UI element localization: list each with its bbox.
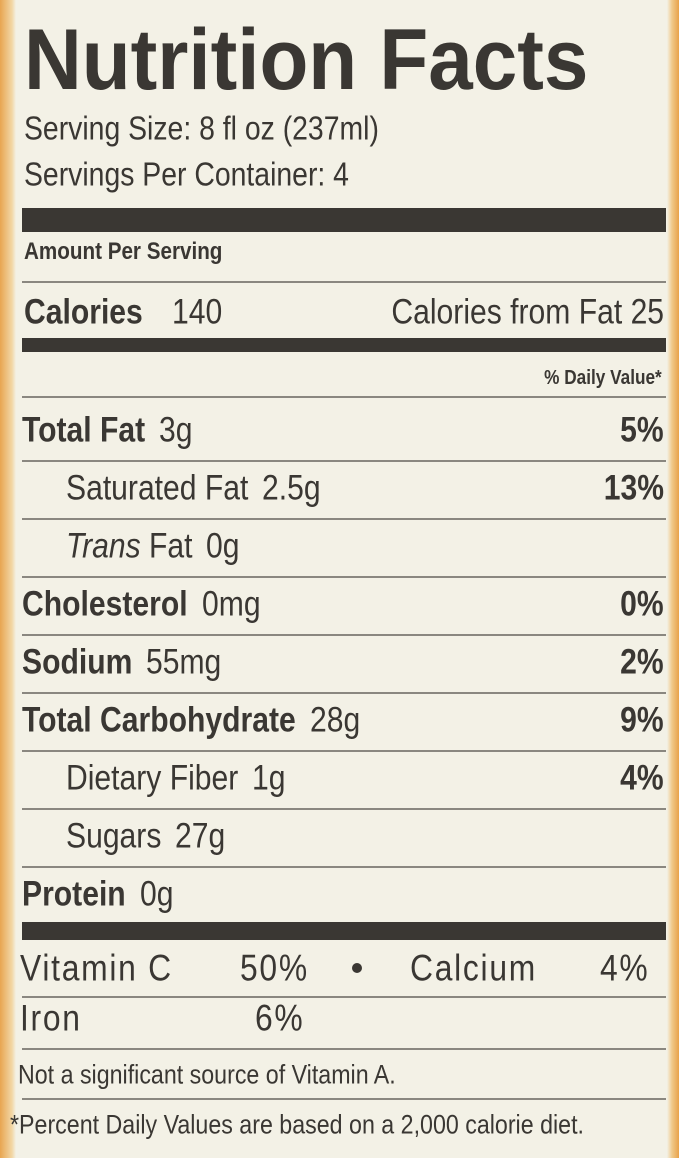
rule (22, 281, 666, 283)
rule (22, 1098, 666, 1100)
rule (22, 396, 666, 398)
vitamin-value: 4% (600, 947, 650, 989)
rule (22, 866, 666, 868)
nutrient-name: Cholesterol (22, 584, 188, 624)
nutrient-amount: 27g (175, 816, 226, 856)
nutrient-amount: 0g (206, 526, 240, 566)
serving-size: Serving Size: 8 fl oz (237ml) (24, 109, 379, 147)
rule (22, 208, 666, 232)
rule (22, 460, 666, 462)
rule (22, 576, 666, 578)
nutrient-amount: 3g (159, 410, 193, 450)
rule (22, 692, 666, 694)
nutrient-amount: 0mg (201, 584, 261, 624)
nutrient-name: Dietary Fiber (66, 758, 239, 798)
nutrient-dv: 5% (620, 410, 664, 450)
vitamin-name: Iron (20, 997, 82, 1039)
nutrient-amount: 0g (139, 874, 174, 914)
title: Nutrition Facts (24, 12, 589, 108)
nutrient-prefix: Trans (66, 526, 141, 566)
rule (22, 338, 666, 352)
amount-per-serving: Amount Per Serving (24, 238, 223, 265)
rule (22, 808, 666, 810)
nutrient-amount: 2.5g (262, 468, 321, 508)
nutrient-name: Protein (22, 874, 126, 914)
nutrient-name: Total Fat (22, 410, 146, 450)
nutrient-dv: 0% (620, 584, 664, 624)
servings: Servings Per Container: 4 (24, 155, 349, 193)
nutrient-dv: 13% (603, 468, 664, 508)
nutrient-dv: 2% (620, 642, 664, 682)
nutrient-name: Sugars (66, 816, 162, 856)
separator (352, 963, 362, 973)
note: Not a significant source of Vitamin A. (18, 1059, 396, 1090)
rule (22, 1048, 666, 1050)
vitamin-name: Calcium (410, 947, 537, 989)
nutrient-dv: 4% (620, 758, 664, 798)
nutrient-name: Total Carbohydrate (22, 700, 296, 740)
nutrient-name: Sodium (22, 642, 133, 682)
calories-value: 140 (172, 292, 223, 332)
nutrient-name: Saturated Fat (66, 468, 249, 508)
rule (22, 634, 666, 636)
nutrient-name: Fat (148, 526, 193, 566)
rule (22, 922, 666, 940)
rule (22, 518, 666, 520)
nutrient-dv: 9% (620, 700, 664, 740)
vitamin-value: 6% (255, 997, 305, 1039)
nutrient-amount: 1g (252, 758, 286, 798)
dv-header: % Daily Value* (544, 367, 662, 389)
nutrient-amount: 55mg (146, 642, 222, 682)
rule (22, 996, 666, 998)
calories-from-fat: Calories from Fat 25 (391, 292, 664, 332)
nutrient-amount: 28g (309, 700, 360, 740)
calories-label: Calories (24, 292, 143, 332)
rule (22, 750, 666, 752)
footnote: *Percent Daily Values are based on a 2,0… (10, 1109, 584, 1140)
vitamin-name: Vitamin C (20, 947, 173, 989)
vitamin-value: 50% (240, 947, 309, 989)
